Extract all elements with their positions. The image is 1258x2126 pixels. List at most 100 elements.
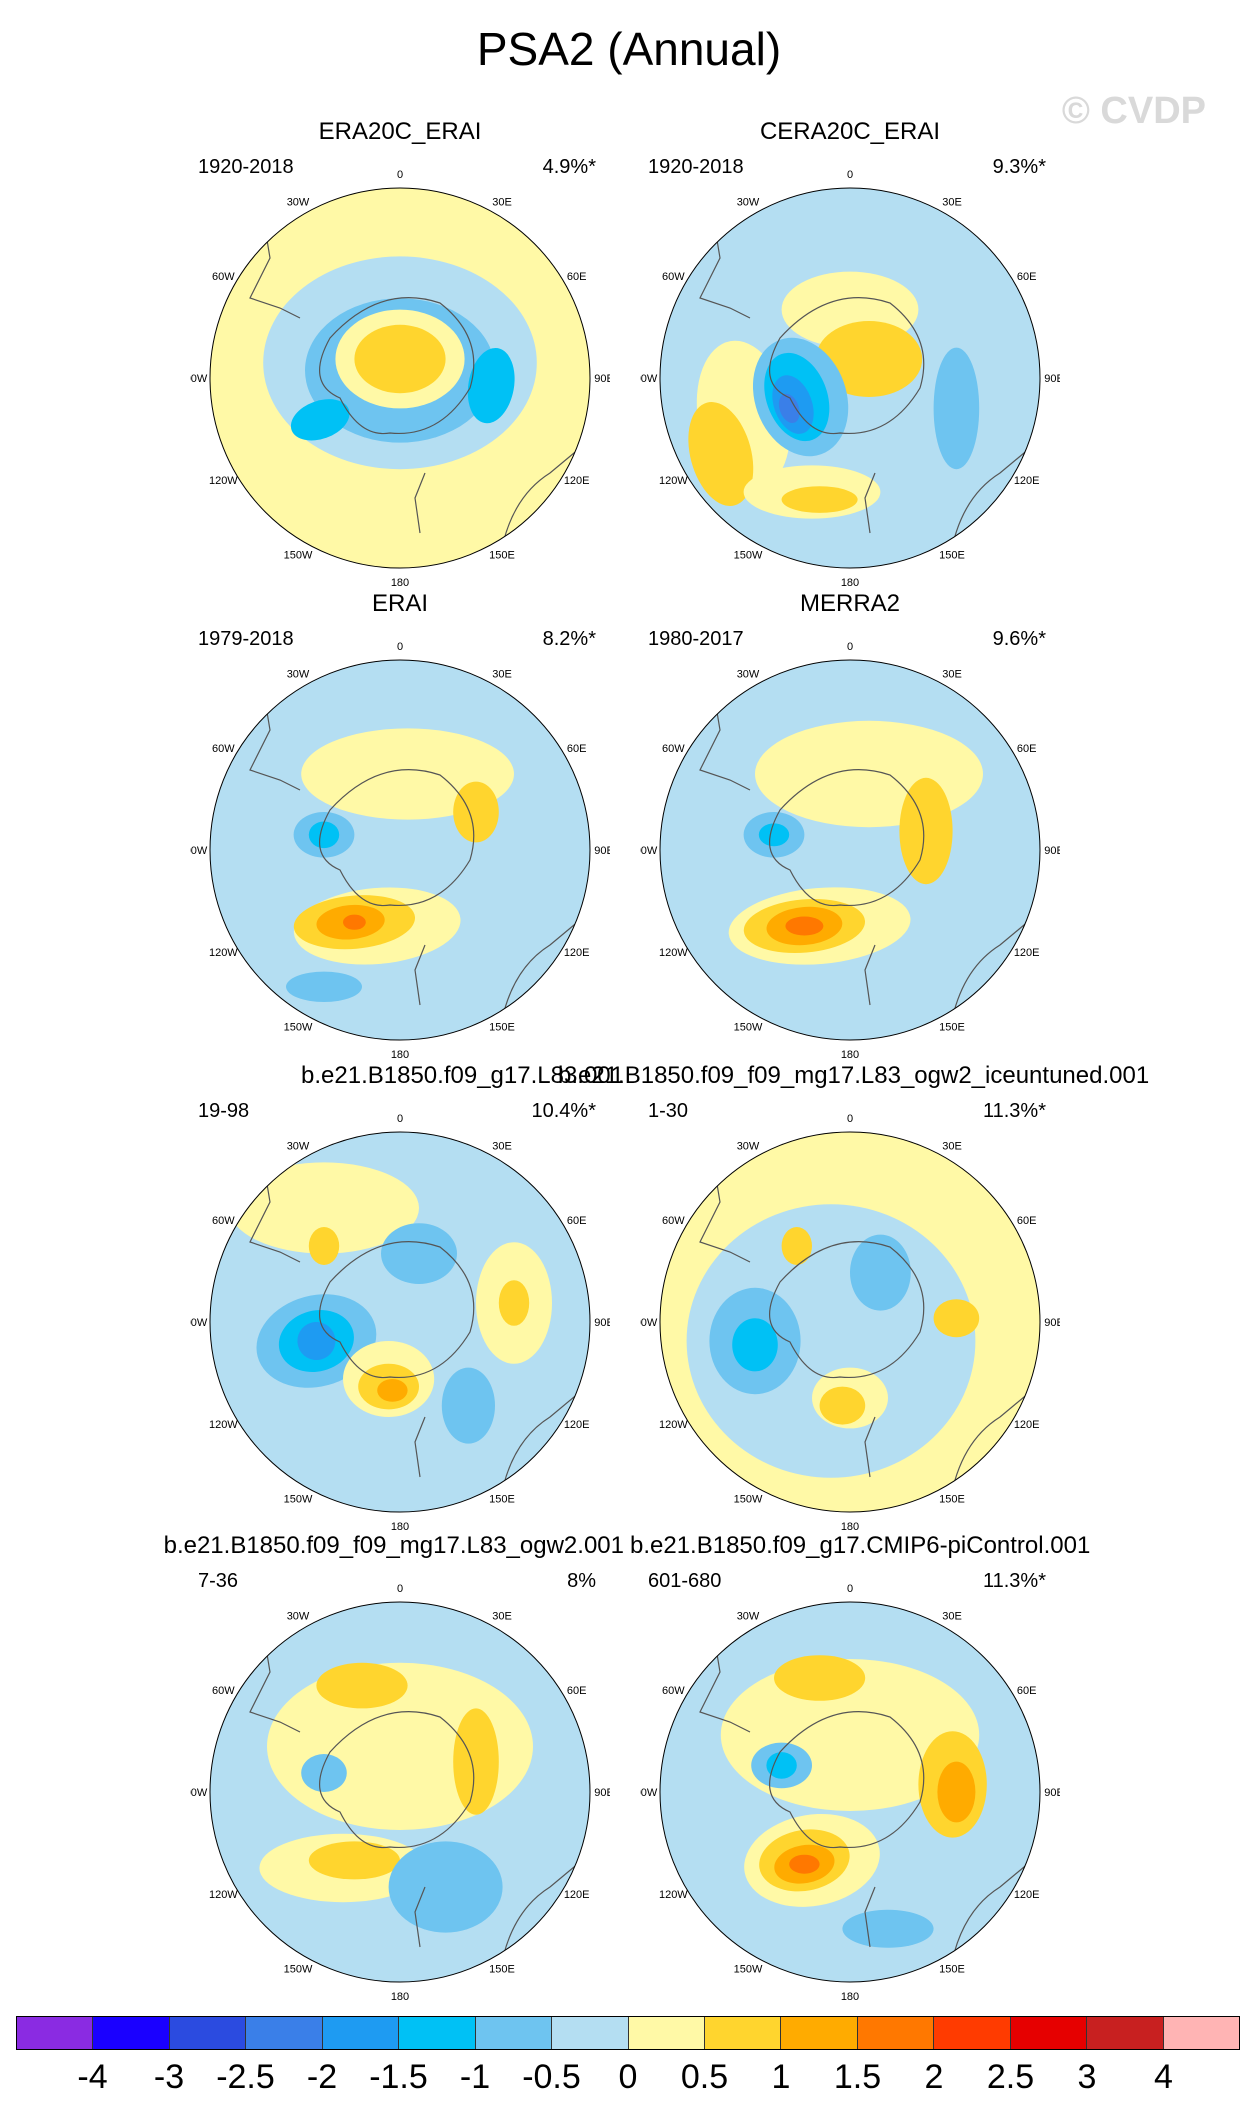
polar-map: 0 30E 60E 90E 120E 150E 180 150W 120W 90W 60W 30W	[190, 169, 610, 588]
new-zealand-coastline	[864, 1886, 876, 1948]
longitude-label: 150E	[489, 1964, 515, 1976]
longitude-label: 60E	[1017, 1215, 1037, 1227]
panel-title: b.e21.B1850.f09_g17.CMIP6-piControl.001	[630, 1532, 1091, 1559]
longitude-label: 90W	[640, 845, 658, 857]
antarctica-coastline	[319, 1711, 475, 1849]
longitude-label: 120E	[564, 1889, 590, 1901]
longitude-label: 180	[391, 1991, 409, 2002]
longitude-label: 90W	[640, 1787, 658, 1799]
longitude-label: 180	[841, 1049, 859, 1060]
panel-title: MERRA2	[799, 590, 901, 617]
colorbar-swatch	[628, 2017, 705, 2049]
longitude-label: 90W	[190, 845, 208, 857]
field-contour	[290, 399, 350, 441]
colorbar	[16, 2016, 1240, 2050]
field-contour	[229, 1162, 419, 1254]
antarctica-coastline	[769, 1241, 925, 1379]
longitude-label: 180	[391, 1521, 409, 1532]
new-zealand-coastline	[864, 472, 876, 534]
field-contour	[781, 1227, 812, 1265]
map-panel: CERA20C_ERAI 1920-2018 9.3%* 0 30E 60E 90E 1…	[640, 118, 1060, 588]
longitude-label: 90W	[190, 373, 208, 385]
map-border	[209, 659, 591, 1041]
longitude-label: 90E	[594, 1787, 610, 1799]
longitude-label: 120W	[659, 1889, 688, 1901]
longitude-label: 120W	[209, 1889, 238, 1901]
map-border	[209, 1131, 591, 1513]
longitude-label: 150W	[284, 1494, 313, 1506]
field-contour	[732, 1318, 778, 1372]
longitude-label: 120W	[209, 475, 238, 487]
longitude-label: 0	[847, 1583, 853, 1595]
longitude-label: 60E	[567, 743, 587, 755]
longitude-label: 0	[397, 169, 403, 181]
antarctica-coastline	[769, 1711, 925, 1849]
field-contour	[467, 347, 515, 424]
panel-title: CERA20C_ERAI	[759, 118, 941, 145]
longitude-label: 120W	[209, 1419, 238, 1431]
longitude-label: 60W	[212, 1215, 235, 1227]
longitude-label: 120W	[659, 1419, 688, 1431]
field-contour	[308, 821, 340, 849]
longitude-label: 150W	[734, 1022, 763, 1034]
field-contour	[381, 1223, 457, 1284]
longitude-label: 90E	[1044, 1317, 1060, 1329]
longitude-label: 90W	[640, 373, 658, 385]
longitude-label: 30W	[737, 668, 760, 680]
map-border	[659, 1601, 1041, 1983]
map-border	[209, 187, 591, 569]
colorbar-swatch	[704, 2017, 782, 2049]
panel-years: 1980-2017	[648, 628, 744, 650]
longitude-label: 150E	[939, 1494, 965, 1506]
longitude-label: 90W	[640, 1317, 658, 1329]
antarctica-coastline	[319, 769, 475, 907]
colorbar-tick-label: 4	[1154, 2058, 1173, 2096]
map-border	[209, 1601, 591, 1983]
colorbar-tick-label: 0	[618, 2058, 638, 2096]
field-contour	[937, 1761, 976, 1823]
antarctica-coastline	[319, 1241, 475, 1379]
field-contour	[815, 321, 923, 397]
field-contour	[354, 324, 446, 394]
map-panel: b.e21.B1850.f09_g17.CMIP6-piControl.001 …	[630, 1532, 1090, 2002]
longitude-label: 0	[397, 1113, 403, 1125]
longitude-label: 0	[847, 1113, 853, 1125]
longitude-label: 30E	[492, 196, 512, 208]
longitude-label: 60W	[662, 271, 685, 283]
colorbar-tick-label: -4	[77, 2058, 108, 2096]
colorbar-swatch	[17, 2017, 94, 2049]
field-contour	[308, 1227, 340, 1265]
polar-map: 0 30E 60E 90E 120E 150E 180 150W 120W 90W 60W 30W	[190, 1113, 610, 1532]
field-contour	[842, 1909, 934, 1948]
longitude-label: 30W	[287, 668, 310, 680]
colorbar-swatch	[781, 2017, 858, 2049]
colorbar-tick-label: 0.5	[680, 2058, 729, 2096]
longitude-label: 60W	[662, 743, 685, 755]
longitude-label: 60E	[1017, 743, 1037, 755]
page-title: PSA2 (Annual)	[476, 23, 782, 75]
longitude-label: 30E	[942, 668, 962, 680]
colorbar-labels: -4 -3 -2.5 -2 -1.5 -1 -0.5 0 0.5 1 1.5 2 2.5 3 4	[0, 2058, 1258, 2098]
map-panel: ERA20C_ERAI 1920-2018 4.9%* 0 30E 60E 90E 12…	[190, 118, 610, 588]
colorbar-tick-label: 2	[924, 2058, 944, 2096]
longitude-label: 0	[397, 641, 403, 653]
new-zealand-coastline	[414, 944, 426, 1006]
field-contour	[453, 781, 499, 843]
colorbar-swatch	[552, 2017, 629, 2049]
panel-percent: 4.9%*	[542, 156, 596, 178]
longitude-label: 60W	[212, 1685, 235, 1697]
panel-percent: 11.3%*	[982, 1100, 1046, 1122]
longitude-label: 60W	[662, 1215, 685, 1227]
longitude-label: 60E	[1017, 271, 1037, 283]
new-zealand-coastline	[414, 1416, 426, 1478]
longitude-label: 150E	[939, 550, 965, 562]
longitude-label: 60E	[567, 1685, 587, 1697]
colorbar-tick-label: -2	[306, 2058, 338, 2096]
longitude-label: 30W	[287, 1140, 310, 1152]
polar-map: 0 30E 60E 90E 120E 150E 180 150W 120W 90W 60W 30W	[640, 169, 1060, 588]
field-contour	[388, 1841, 503, 1933]
colorbar-swatch	[246, 2017, 323, 2049]
colorbar-swatch	[857, 2017, 935, 2049]
field-contour	[377, 1379, 408, 1402]
longitude-label: 90E	[1044, 373, 1060, 385]
